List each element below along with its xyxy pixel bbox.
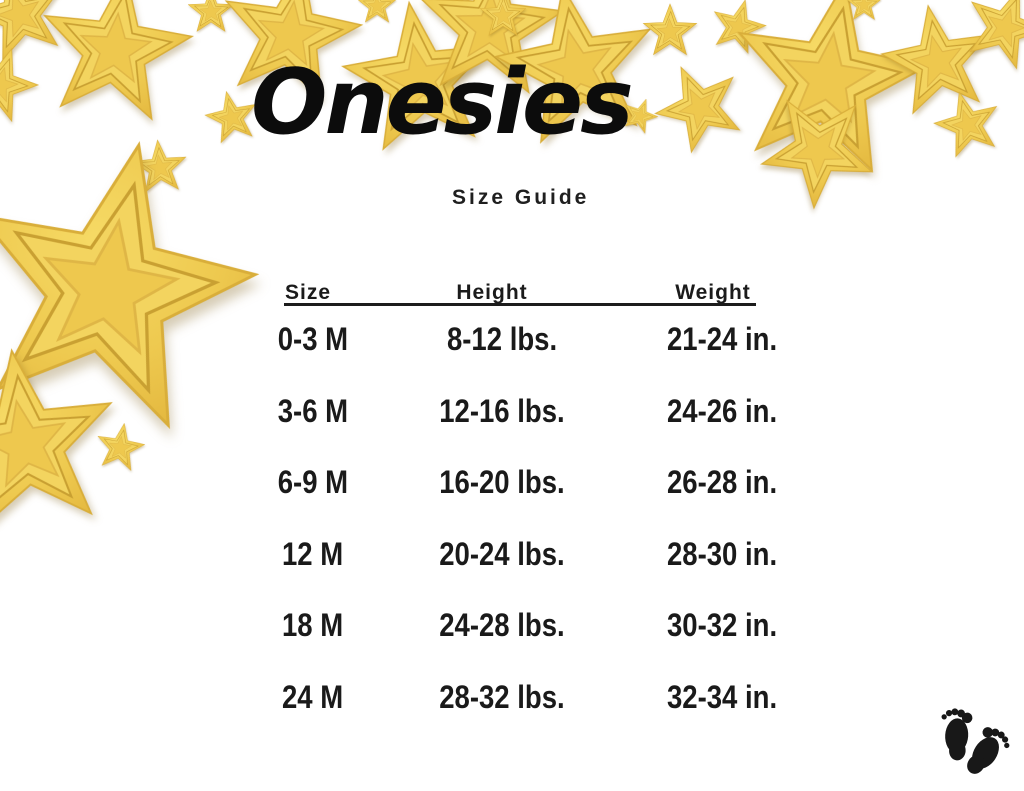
weight-cell: 21-24 in. <box>666 321 778 358</box>
column-header-weight: Weight <box>675 281 751 304</box>
size-cell: 24 M <box>282 678 344 715</box>
subtitle: Size Guide <box>452 186 590 209</box>
gold-star-icon <box>0 0 74 64</box>
table-row: 3-6 M 12-16 lbs. 24-26 in. <box>248 376 818 448</box>
gold-star-icon <box>33 0 200 123</box>
table-row: 12 M 20-24 lbs. 28-30 in. <box>248 519 818 591</box>
gold-star-icon <box>746 70 898 221</box>
gold-star-icon <box>188 0 234 31</box>
height-cell: 8-12 lbs. <box>446 321 558 358</box>
size-cell: 3-6 M <box>277 392 349 429</box>
gold-star-icon <box>480 0 526 35</box>
gold-star-icon <box>0 338 125 533</box>
size-cell: 6-9 M <box>277 464 349 501</box>
page-title: Onesies <box>251 50 634 155</box>
gold-star-icon <box>928 84 1006 160</box>
gold-star-icon <box>720 0 939 176</box>
gold-star-icon <box>0 38 46 126</box>
baby-footprints-icon <box>938 707 1015 783</box>
column-header-size: Size <box>285 281 332 304</box>
gold-star-icon <box>358 0 396 22</box>
header-underline <box>284 303 756 306</box>
table-row: 0-3 M 8-12 lbs. 21-24 in. <box>248 304 818 376</box>
gold-star-icon <box>875 0 1000 117</box>
weight-cell: 24-26 in. <box>666 392 778 429</box>
weight-cell: 28-30 in. <box>666 535 778 572</box>
gold-star-icon <box>956 0 1024 74</box>
size-cell: 0-3 M <box>277 321 349 358</box>
table-row: 6-9 M 16-20 lbs. 26-28 in. <box>248 447 818 519</box>
gold-star-icon <box>0 116 276 436</box>
gold-star-icon <box>93 419 148 472</box>
height-cell: 24-28 lbs. <box>439 607 565 644</box>
weight-cell: 30-32 in. <box>666 607 778 644</box>
column-header-height: Height <box>456 281 528 304</box>
table-row: 18 M 24-28 lbs. 30-32 in. <box>248 590 818 662</box>
height-cell: 12-16 lbs. <box>439 392 565 429</box>
weight-cell: 32-34 in. <box>666 678 778 715</box>
weight-cell: 26-28 in. <box>666 464 778 501</box>
size-cell: 18 M <box>282 607 344 644</box>
height-cell: 20-24 lbs. <box>439 535 565 572</box>
table-row: 24 M 28-32 lbs. 32-34 in. <box>248 662 818 734</box>
gold-star-icon <box>643 4 696 55</box>
gold-star-icon <box>131 138 188 193</box>
gold-star-icon <box>847 0 881 20</box>
size-cell: 12 M <box>282 535 344 572</box>
gold-star-icon <box>706 0 771 56</box>
size-table: 0-3 M 8-12 lbs. 21-24 in. 3-6 M 12-16 lb… <box>248 304 818 733</box>
height-cell: 28-32 lbs. <box>439 678 565 715</box>
height-cell: 16-20 lbs. <box>439 464 565 501</box>
